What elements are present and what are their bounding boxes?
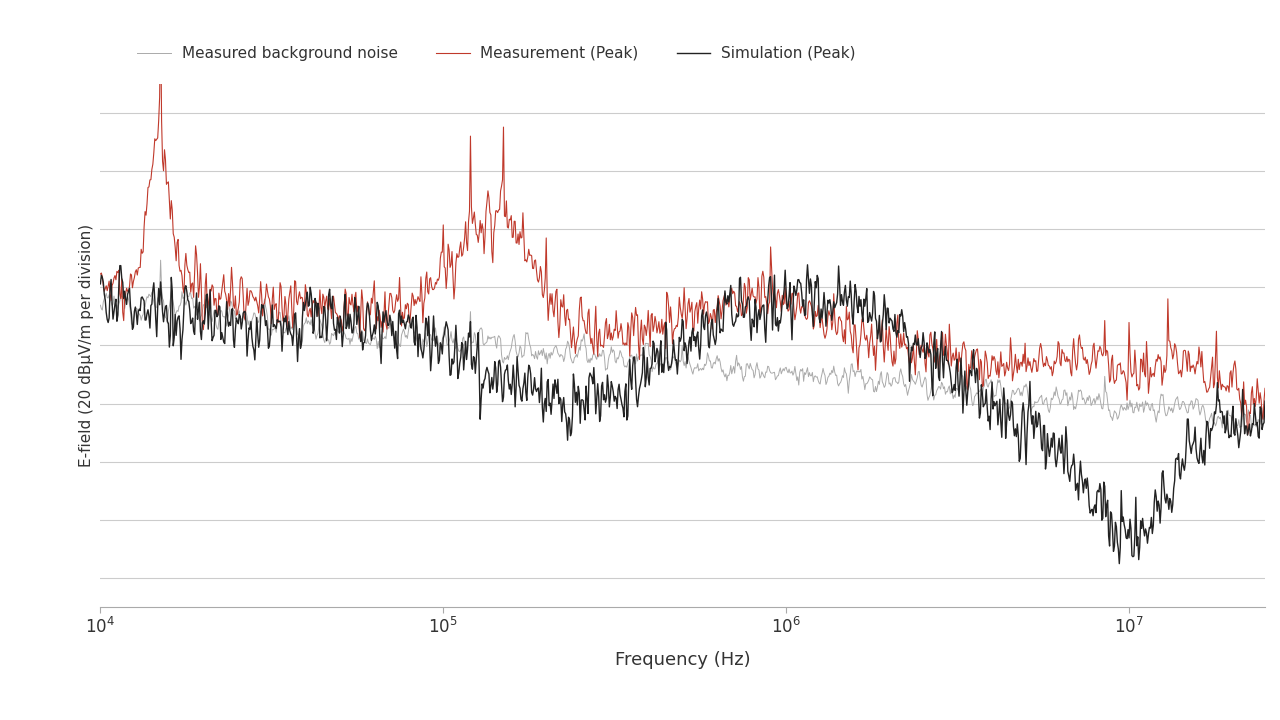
Measurement (Peak) [152,0,168,9]
Measured background noise [248,313,264,322]
Measurement (Peak) [248,293,264,302]
Measurement (Peak) [92,270,108,279]
Measurement (Peak) [730,307,745,316]
Measurement (Peak) [599,314,614,323]
Measured background noise [152,256,168,264]
Simulation (Peak) [800,261,815,269]
Simulation (Peak) [92,279,108,288]
Measured background noise [486,333,502,341]
Simulation (Peak) [1111,559,1126,568]
Simulation (Peak) [485,384,500,393]
X-axis label: Frequency (Hz): Frequency (Hz) [614,651,750,669]
Line: Measured background noise: Measured background noise [100,260,1265,428]
Simulation (Peak) [1257,397,1272,405]
Measurement (Peak) [705,306,721,315]
Measured background noise [705,359,721,368]
Measured background noise [92,301,108,310]
Legend: Measured background noise, Measurement (Peak), Simulation (Peak): Measured background noise, Measurement (… [132,40,861,67]
Measured background noise [289,330,305,338]
Simulation (Peak) [728,310,744,318]
Measurement (Peak) [1240,431,1256,439]
Simulation (Peak) [289,334,305,343]
Y-axis label: E-field (20 dBμV/m per division): E-field (20 dBμV/m per division) [79,224,93,467]
Measured background noise [599,364,614,373]
Simulation (Peak) [247,356,262,364]
Measured background noise [1215,423,1230,432]
Measurement (Peak) [1257,384,1272,392]
Measurement (Peak) [486,228,502,237]
Measured background noise [1257,405,1272,413]
Line: Measurement (Peak): Measurement (Peak) [100,4,1265,435]
Simulation (Peak) [598,398,613,407]
Simulation (Peak) [704,315,719,323]
Measured background noise [730,361,745,370]
Line: Simulation (Peak): Simulation (Peak) [100,265,1265,564]
Measurement (Peak) [289,300,305,309]
